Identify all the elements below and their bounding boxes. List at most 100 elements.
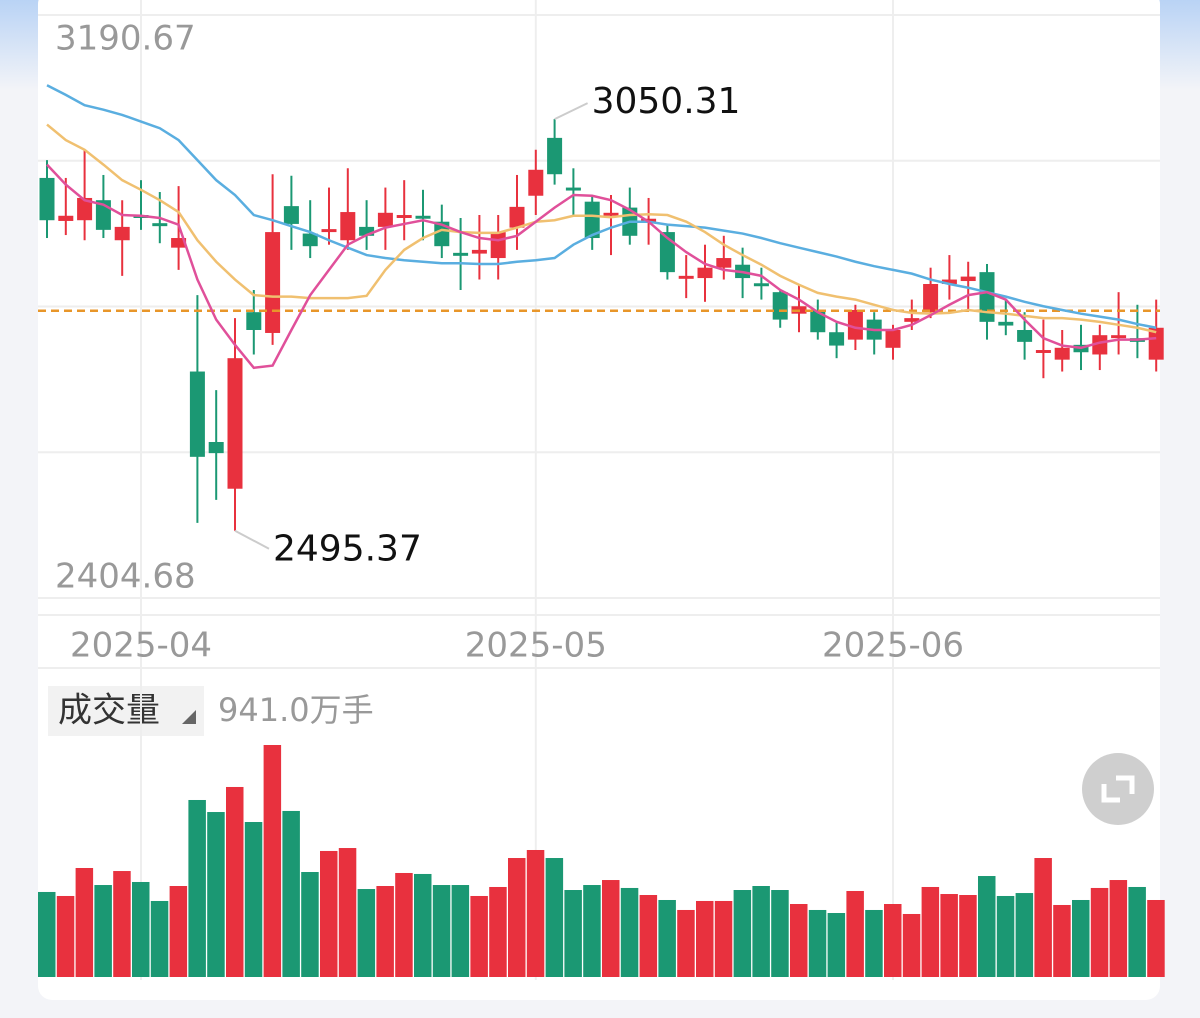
candle-body [321, 229, 337, 233]
candle-body [847, 309, 863, 340]
volume-bar [1015, 893, 1034, 977]
x-tick-label: 2025-05 [465, 626, 607, 666]
volume-bar [56, 895, 75, 977]
volume-bar [564, 890, 582, 977]
candle-body [1111, 335, 1127, 339]
volume-bar [508, 858, 526, 977]
candle-body [453, 252, 469, 256]
volume-bar [846, 890, 864, 977]
candle-body [603, 212, 619, 216]
expand-button[interactable] [1082, 753, 1154, 825]
volume-bar [320, 850, 338, 977]
volume-bar [1128, 886, 1146, 977]
candle-body [302, 233, 318, 247]
candle-body [189, 371, 205, 457]
candle-body [434, 221, 450, 247]
low-annotation: 2495.37 [273, 529, 422, 570]
volume-bar [996, 895, 1015, 977]
candle-body [678, 275, 694, 279]
candle-body [359, 226, 375, 236]
volume-bar [1090, 887, 1109, 977]
candle-body [904, 318, 920, 322]
volume-bar [921, 886, 940, 977]
labels: 3190.67 2404.68 2025-04 2025-05 2025-06 3050.… [55, 19, 964, 666]
volume-bar [940, 894, 958, 977]
volume-bar [301, 872, 319, 977]
candle-body [509, 206, 525, 228]
volume-tab[interactable] [48, 686, 204, 736]
volume-bar [1109, 880, 1128, 977]
candle-body [1148, 327, 1164, 360]
volume-bar [545, 858, 564, 977]
volume-bar [639, 895, 658, 977]
candle-body [58, 215, 74, 221]
volume-bar [263, 745, 282, 977]
candle-body [885, 329, 901, 348]
volume-bar [207, 812, 225, 977]
volume-bar [169, 886, 188, 977]
candle-body [1092, 335, 1108, 355]
volume-bar [978, 876, 996, 977]
candle-body [415, 215, 431, 219]
y-tick-label: 3190.67 [55, 19, 196, 59]
volume-bar [884, 904, 902, 977]
candle-body [39, 177, 55, 221]
volume-bar [395, 872, 413, 977]
x-tick-label: 2025-06 [822, 626, 964, 666]
candle-body [753, 283, 769, 287]
volume-readout: 941.0万手 [218, 691, 374, 729]
volume-bar [752, 886, 770, 977]
candle-body [829, 332, 845, 346]
volume-bar [113, 871, 131, 977]
volume-bar [244, 822, 263, 977]
high-annotation: 3050.31 [592, 81, 741, 122]
volume-bar [865, 909, 883, 977]
ma-line [46, 84, 1157, 329]
volume-bar [602, 880, 620, 977]
volume-bar [432, 885, 451, 977]
candle-body [1017, 329, 1033, 342]
volume-bar [282, 810, 300, 977]
candle-body [697, 267, 713, 279]
candle-body [998, 321, 1014, 326]
candle-body [396, 215, 412, 218]
volume-bar [1147, 899, 1165, 977]
volume-bar [714, 900, 733, 977]
candle-body [979, 272, 995, 322]
volume-bar [808, 909, 827, 977]
candle-body [246, 312, 262, 330]
candle-body [152, 223, 168, 227]
candle-body [114, 226, 130, 241]
candle-body [471, 249, 487, 254]
volume-bars [38, 745, 1165, 977]
candle-body [547, 137, 563, 175]
volume-bar [150, 900, 169, 977]
candle-body [1054, 347, 1070, 360]
candle-body [641, 218, 657, 222]
volume-bar [959, 895, 977, 977]
volume-bar [451, 885, 470, 977]
volume-bar [1053, 904, 1071, 977]
card [38, 0, 1160, 1000]
volume-bar [1072, 899, 1090, 977]
ma-line [46, 163, 1157, 370]
candle-body [810, 309, 826, 333]
dropdown-arrow [182, 710, 196, 724]
volume-bar [827, 913, 846, 977]
volume-bar [677, 909, 695, 977]
candle-body [584, 201, 600, 239]
candle-body [227, 358, 243, 489]
volume-bar [526, 849, 545, 977]
volume-bar [338, 848, 357, 977]
grid [38, 0, 1160, 980]
volume-bar [620, 887, 639, 977]
candle-body [208, 441, 224, 454]
candle-body [960, 276, 976, 282]
volume-label: 成交量 [58, 691, 160, 731]
candle-body [77, 197, 93, 221]
volume-bar [902, 913, 921, 977]
candle-body [941, 279, 957, 285]
annotation-leader [234, 529, 270, 550]
